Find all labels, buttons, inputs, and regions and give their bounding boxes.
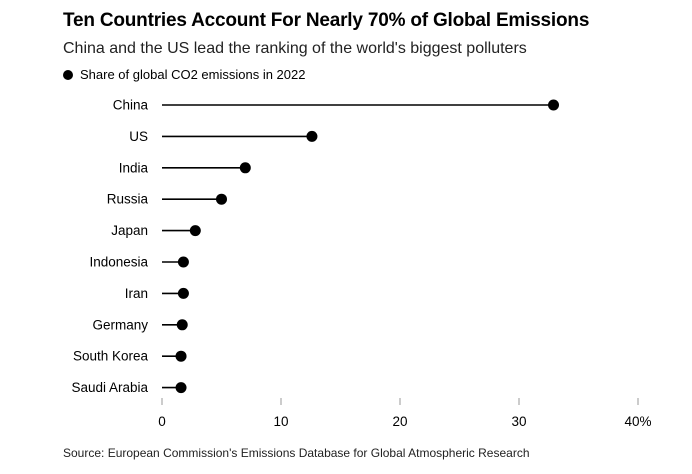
category-label: China — [113, 98, 149, 113]
lollipop-dot — [177, 287, 189, 299]
lollipop-dot — [175, 382, 187, 394]
lollipop-dot — [177, 256, 189, 268]
chart-title: Ten Countries Account For Nearly 70% of … — [63, 10, 590, 31]
lollipop-dot — [239, 162, 251, 174]
category-label: Russia — [107, 192, 149, 207]
x-tick-label: 0 — [158, 414, 166, 429]
lollipop-dot — [189, 225, 201, 237]
chart-legend: Share of global CO2 emissions in 2022 — [63, 67, 305, 82]
category-label: Iran — [125, 286, 148, 301]
category-label: Saudi Arabia — [71, 380, 148, 395]
x-tick-label: 40% — [624, 414, 651, 429]
legend-dot-icon — [63, 69, 73, 80]
chart-subtitle: China and the US lead the ranking of the… — [63, 40, 527, 57]
lollipop-dot — [306, 130, 318, 142]
category-label: US — [129, 129, 148, 144]
x-tick-label: 10 — [273, 414, 288, 429]
lollipop-dot — [548, 99, 560, 111]
category-label: South Korea — [73, 349, 149, 364]
lollipop-dot — [176, 319, 188, 331]
category-label: Indonesia — [89, 255, 148, 270]
chart-source: Source: European Commission's Emissions … — [63, 446, 530, 460]
lollipop-dot — [216, 193, 227, 205]
legend-label: Share of global CO2 emissions in 2022 — [80, 67, 306, 82]
x-tick-label: 30 — [511, 414, 526, 429]
x-tick-label: 20 — [392, 414, 407, 429]
category-label: India — [119, 160, 149, 175]
category-label: Japan — [111, 223, 148, 238]
lollipop-dot — [175, 350, 187, 362]
category-label: Germany — [92, 317, 148, 332]
